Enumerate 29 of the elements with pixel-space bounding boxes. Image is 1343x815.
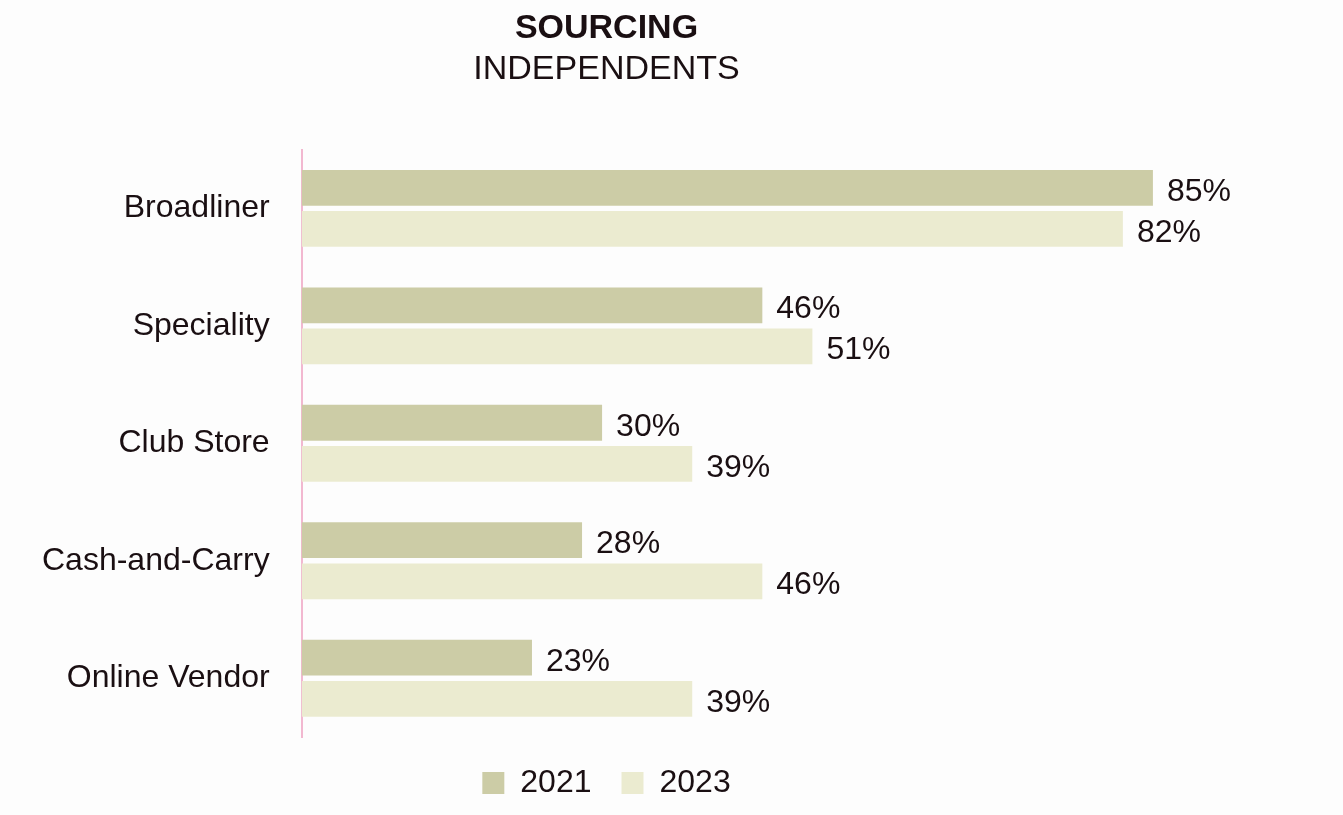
bar [301,169,1153,206]
data-label: 23% [545,641,611,678]
data-label: 46% [776,565,841,602]
chart-title: SOURCING [514,6,699,45]
y-tick-label: Speciality [132,305,270,342]
data-label: 39% [706,447,771,484]
bar [301,328,813,365]
y-tick-label: Online Vendor [66,658,270,695]
data-label: 85% [1166,171,1231,208]
bar [301,639,532,676]
bar [301,404,603,441]
y-tick-label: Cash-and-Carry [42,540,270,577]
data-label: 30% [616,406,681,443]
bar [301,563,763,600]
legend-label: 2021 [520,762,592,799]
bar [301,522,583,559]
bar [301,287,763,324]
y-tick-label: Broadliner [123,188,270,225]
data-label: 46% [776,289,841,326]
legend-label: 2023 [659,762,731,799]
chart-subtitle: INDEPENDENTS [473,47,740,86]
data-label: 82% [1136,212,1201,249]
bar [301,445,693,482]
data-label: 51% [826,330,891,367]
bar [301,680,693,717]
data-label: 28% [596,524,661,561]
data-label: 39% [706,682,771,719]
bar [301,211,1123,247]
y-tick-label: Club Store [118,423,270,460]
